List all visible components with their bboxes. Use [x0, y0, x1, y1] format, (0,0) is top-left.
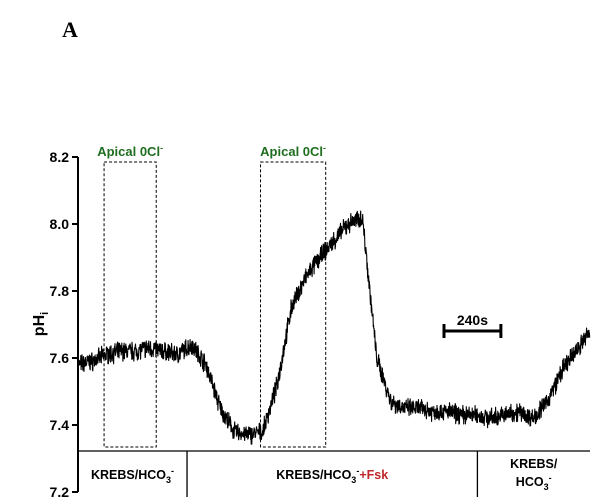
- annotation-box: [103, 161, 157, 448]
- y-tick-label: 8.0: [50, 216, 70, 232]
- panel-letter: A: [62, 17, 78, 42]
- y-tick-label: 7.8: [50, 283, 70, 299]
- condition-label: HCO3-: [516, 473, 552, 492]
- y-tick-label: 7.6: [50, 350, 70, 366]
- annotation-label: Apical 0Cl-: [97, 143, 163, 159]
- scale-bar: 240s: [442, 312, 503, 338]
- condition-table: KREBS/HCO3- KREBS/HCO3-+Fsk KREBS/HCO3-: [78, 450, 590, 497]
- y-tick-label: 7.2: [50, 484, 70, 500]
- condition-label: KREBS/HCO3-+Fsk: [276, 466, 388, 485]
- y-axis: [72, 156, 79, 493]
- scale-bar-label: 240s: [457, 312, 488, 328]
- annotation-box: [260, 161, 327, 448]
- y-tick-labels: 7.2 7.4 7.6 7.8 8.0 8.2: [50, 149, 70, 500]
- annotation-boxes: Apical 0Cl- Apical 0Cl-: [97, 143, 327, 448]
- ph-trace-line: [77, 210, 591, 445]
- y-axis-label: pHi: [31, 312, 51, 336]
- condition-label: KREBS/HCO3-: [91, 466, 174, 485]
- y-tick-label: 8.2: [50, 149, 70, 165]
- y-tick-label: 7.4: [50, 417, 70, 433]
- condition-label: KREBS/: [510, 457, 558, 471]
- annotation-label: Apical 0Cl-: [260, 143, 326, 159]
